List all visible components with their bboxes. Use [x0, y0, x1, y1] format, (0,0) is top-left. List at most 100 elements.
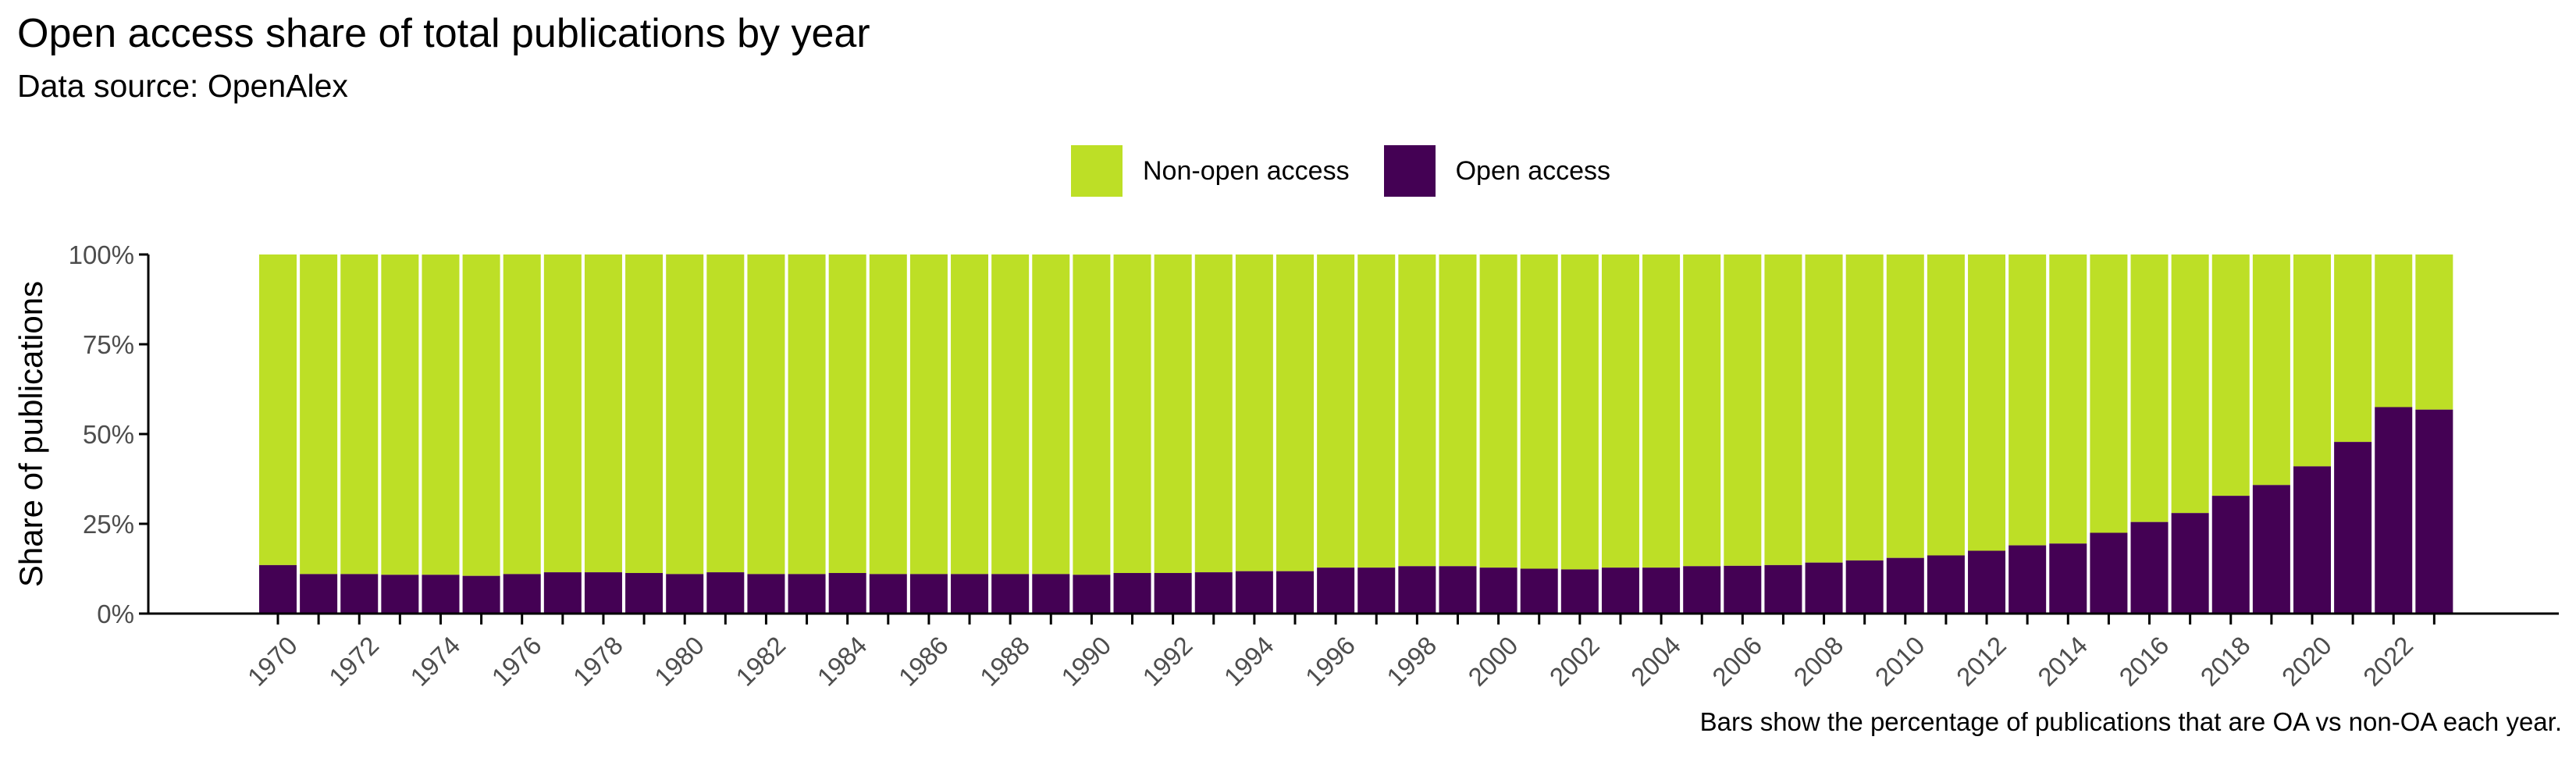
bar-open-access-1990	[1073, 575, 1111, 614]
bar-non-open-access-2016	[2130, 254, 2169, 522]
bar-open-access-1988	[991, 574, 1030, 614]
bar-non-open-access-1976	[503, 254, 541, 575]
bar-open-access-1982	[747, 574, 785, 614]
bar-non-open-access-2018	[2211, 254, 2250, 496]
y-tick-label-25: 25%	[83, 510, 134, 539]
bar-non-open-access-2014	[2049, 254, 2087, 544]
bar-non-open-access-1974	[422, 254, 460, 575]
bar-non-open-access-2020	[2293, 254, 2331, 467]
chart-subtitle: Data source: OpenAlex	[17, 68, 348, 104]
x-tick-label-2016: 2016	[2113, 631, 2174, 692]
bar-open-access-1972	[340, 574, 379, 614]
y-tick-label-100: 100%	[69, 240, 134, 269]
bar-open-access-2014	[2049, 543, 2087, 614]
bar-non-open-access-2021	[2334, 254, 2372, 443]
x-tick-label-1974: 1974	[404, 631, 465, 692]
bar-non-open-access-2015	[2090, 254, 2128, 533]
x-tick-label-2006: 2006	[1706, 631, 1767, 692]
x-tick-label-2018: 2018	[2195, 631, 2256, 692]
x-tick-label-1978: 1978	[568, 631, 628, 692]
bar-open-access-1993	[1194, 572, 1233, 614]
bar-non-open-access-2005	[1683, 254, 1721, 567]
bar-open-access-2022	[2375, 407, 2413, 614]
bar-non-open-access-1972	[340, 254, 379, 575]
bar-non-open-access-1989	[1032, 254, 1070, 575]
bar-open-access-1980	[666, 574, 704, 614]
bar-non-open-access-2017	[2171, 254, 2209, 514]
bar-open-access-1981	[706, 572, 745, 614]
bar-open-access-2016	[2130, 521, 2169, 614]
x-tick-label-2000: 2000	[1462, 631, 1523, 692]
x-tick-label-2008: 2008	[1788, 631, 1848, 692]
bar-open-access-1974	[422, 575, 460, 614]
bar-non-open-access-1993	[1194, 254, 1233, 573]
x-tick-label-1970: 1970	[242, 631, 303, 692]
bar-non-open-access-1985	[869, 254, 907, 575]
bar-open-access-1996	[1317, 568, 1355, 614]
x-tick-label-2020: 2020	[2276, 631, 2337, 692]
bar-non-open-access-1997	[1357, 254, 1396, 568]
legend-swatch-non-open-access	[1071, 145, 1123, 197]
bar-non-open-access-1975	[462, 254, 500, 576]
y-tick-label-50: 50%	[83, 420, 134, 449]
bar-non-open-access-2002	[1560, 254, 1599, 570]
bar-open-access-1992	[1154, 573, 1192, 614]
bar-open-access-1979	[625, 573, 664, 614]
bar-non-open-access-2006	[1724, 254, 1762, 566]
bar-open-access-1977	[543, 572, 582, 614]
bar-open-access-1978	[584, 572, 622, 614]
bar-open-access-2003	[1601, 568, 1639, 614]
bar-open-access-1995	[1276, 571, 1314, 614]
bar-non-open-access-1988	[991, 254, 1030, 575]
bar-open-access-2020	[2293, 466, 2331, 614]
x-tick-label-2010: 2010	[1870, 631, 1930, 692]
bar-non-open-access-1973	[381, 254, 419, 575]
bar-open-access-2011	[1927, 555, 1965, 614]
bar-non-open-access-1978	[584, 254, 622, 573]
x-tick-label-2002: 2002	[1544, 631, 1605, 692]
bar-non-open-access-2023	[2415, 254, 2453, 410]
bar-open-access-2018	[2211, 496, 2250, 614]
bar-open-access-2000	[1479, 568, 1517, 614]
bar-non-open-access-2007	[1764, 254, 1802, 565]
bar-non-open-access-2001	[1520, 254, 1558, 569]
bar-non-open-access-1981	[706, 254, 745, 573]
x-tick-label-1988: 1988	[974, 631, 1035, 692]
bar-non-open-access-1986	[909, 254, 948, 575]
bar-open-access-1984	[828, 573, 866, 614]
bar-open-access-1991	[1113, 573, 1151, 614]
bar-open-access-2005	[1683, 566, 1721, 614]
bar-non-open-access-2008	[1805, 254, 1843, 563]
bar-open-access-1998	[1398, 566, 1436, 614]
bar-non-open-access-1991	[1113, 254, 1151, 574]
bar-non-open-access-1992	[1154, 254, 1192, 574]
legend-label-non-open-access: Non-open access	[1143, 155, 1350, 186]
bar-open-access-1985	[869, 574, 907, 614]
bar-open-access-2004	[1642, 568, 1681, 614]
bar-open-access-2023	[2415, 409, 2453, 614]
bar-open-access-2008	[1805, 562, 1843, 614]
bar-non-open-access-1982	[747, 254, 785, 575]
bar-non-open-access-1977	[543, 254, 582, 573]
bar-open-access-2017	[2171, 513, 2209, 614]
x-tick-label-1982: 1982	[730, 631, 791, 692]
bar-open-access-2019	[2252, 485, 2290, 614]
bar-non-open-access-1996	[1317, 254, 1355, 568]
bar-non-open-access-2022	[2375, 254, 2413, 407]
bar-non-open-access-2011	[1927, 254, 1965, 556]
bar-open-access-1997	[1357, 568, 1396, 614]
bar-non-open-access-1995	[1276, 254, 1314, 571]
bar-non-open-access-2012	[1968, 254, 2006, 551]
bar-open-access-2009	[1845, 560, 1884, 614]
legend-swatch-open-access	[1383, 145, 1436, 197]
bar-open-access-1971	[300, 574, 338, 614]
bar-non-open-access-2004	[1642, 254, 1681, 568]
x-tick-label-1998: 1998	[1381, 631, 1442, 692]
bar-non-open-access-2009	[1845, 254, 1884, 560]
x-tick-label-1976: 1976	[486, 631, 547, 692]
bar-open-access-2001	[1520, 568, 1558, 614]
bar-open-access-1983	[788, 574, 826, 614]
x-tick-label-1994: 1994	[1219, 631, 1279, 692]
bar-open-access-1999	[1439, 566, 1477, 614]
